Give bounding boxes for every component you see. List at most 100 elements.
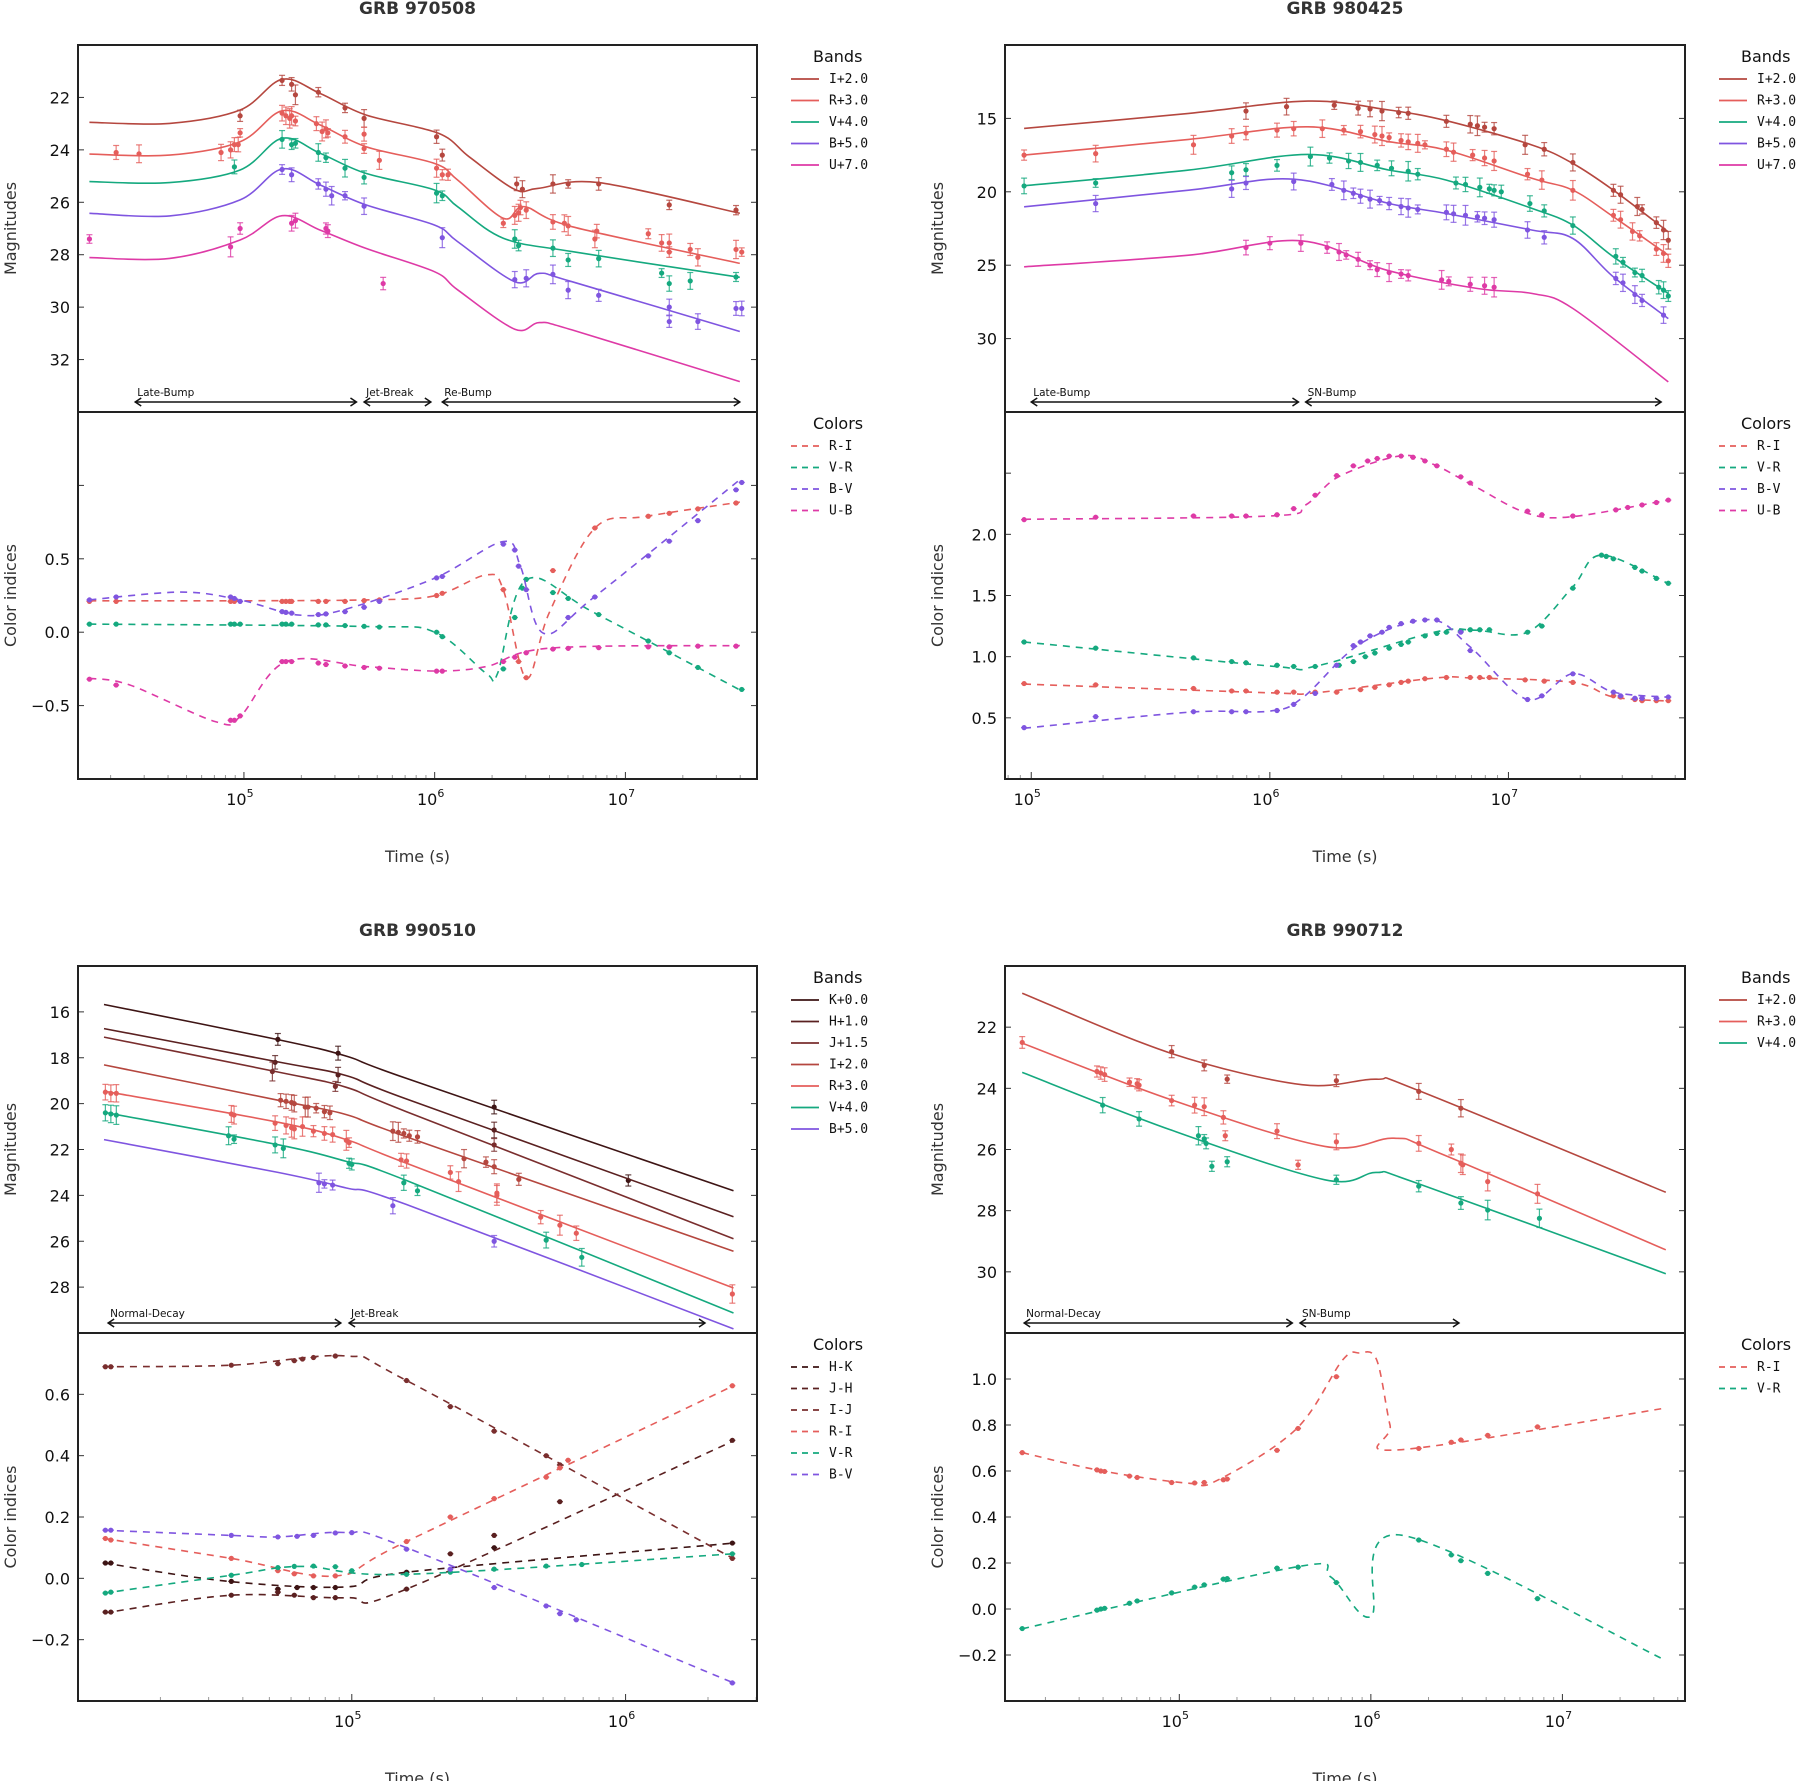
data-point	[565, 1457, 571, 1463]
data-point	[1443, 674, 1450, 681]
data-point	[1570, 513, 1576, 519]
data-point	[1405, 205, 1411, 211]
data-point	[1136, 1082, 1142, 1088]
data-point	[361, 623, 367, 629]
data-point	[1367, 633, 1373, 639]
data-point	[323, 622, 329, 628]
axes-frame-bottom	[77, 1332, 758, 1702]
data-point	[289, 220, 295, 226]
data-point	[299, 1356, 306, 1362]
data-point	[1536, 1215, 1543, 1221]
y-tick-label: 0.0	[45, 1569, 70, 1588]
data-point	[1274, 689, 1280, 695]
data-point	[1416, 1140, 1422, 1146]
data-point	[1312, 690, 1318, 696]
y-tick-label: 22	[50, 1141, 70, 1160]
data-point	[315, 181, 321, 187]
data-point	[1134, 1598, 1140, 1604]
data-point	[310, 1573, 317, 1579]
data-point	[1448, 1146, 1454, 1153]
data-point	[1491, 284, 1497, 290]
data-point	[1350, 643, 1356, 649]
legend-label: I+2.0	[1757, 993, 1796, 1008]
data-point	[1491, 217, 1497, 223]
data-point	[292, 92, 299, 98]
data-point	[313, 1105, 319, 1111]
data-point	[361, 174, 367, 180]
y-tick-label: 32	[50, 351, 70, 370]
phase-label: Re-Bump	[444, 387, 492, 399]
data-point	[280, 1145, 286, 1151]
data-point	[666, 510, 672, 516]
y-axis-label: Magnitudes	[928, 182, 947, 275]
series-line-v-r	[1022, 1534, 1667, 1662]
series-line-i-2-0	[1024, 100, 1669, 233]
data-point	[1222, 1133, 1228, 1139]
data-point	[1329, 181, 1335, 188]
data-point	[596, 181, 602, 187]
legend-label: V+4.0	[1757, 1036, 1796, 1051]
y-tick-label: −0.5	[31, 697, 70, 716]
data-point	[523, 650, 529, 656]
data-point	[1336, 249, 1342, 255]
legend-label: V-R	[829, 461, 853, 476]
data-point	[433, 134, 440, 140]
data-point	[1610, 689, 1617, 695]
data-point	[565, 181, 571, 187]
data-point	[310, 1354, 317, 1361]
data-point	[1448, 1552, 1454, 1558]
data-point	[335, 1050, 341, 1056]
data-point	[1467, 480, 1473, 486]
data-point	[596, 292, 602, 298]
data-point	[1446, 278, 1452, 284]
data-point	[1405, 272, 1411, 279]
data-point	[1448, 1439, 1454, 1445]
data-point	[550, 646, 556, 652]
series-line-u-b	[1024, 454, 1669, 521]
data-point	[395, 1129, 401, 1135]
legend-label: R+3.0	[829, 94, 868, 109]
data-point	[1539, 512, 1545, 518]
data-point	[1610, 212, 1617, 218]
data-point	[1201, 1582, 1207, 1588]
data-point	[1534, 1424, 1541, 1430]
series-line-i-j	[103, 1354, 734, 1560]
data-point	[225, 1133, 232, 1139]
legend-label: I+2.0	[829, 72, 868, 87]
data-point	[1350, 190, 1356, 196]
data-point	[433, 165, 440, 171]
data-point	[565, 257, 571, 263]
data-point	[1541, 678, 1547, 684]
data-point	[1462, 212, 1469, 218]
data-point	[1522, 677, 1528, 683]
data-point	[279, 110, 285, 116]
data-point	[1524, 171, 1531, 177]
y-tick-label: 22	[50, 88, 70, 107]
data-point	[1458, 1558, 1464, 1564]
data-point	[500, 541, 506, 547]
data-point	[1201, 1062, 1207, 1068]
series-line-i-2-0	[103, 1064, 734, 1253]
data-point	[1126, 1473, 1133, 1479]
x-tick-label: 107	[608, 787, 635, 809]
data-point	[1450, 149, 1457, 155]
data-point	[666, 304, 672, 310]
data-point	[102, 1609, 108, 1615]
axes-frame-bottom	[1004, 411, 1686, 780]
data-point	[1632, 269, 1638, 276]
data-point	[237, 621, 243, 627]
data-point	[1570, 222, 1576, 229]
data-point	[1229, 133, 1235, 139]
data-point	[1485, 1432, 1491, 1438]
data-point	[1610, 693, 1617, 699]
data-point	[283, 621, 289, 627]
data-point	[1324, 244, 1330, 251]
data-point	[1660, 250, 1667, 257]
data-point	[739, 305, 745, 312]
y-tick-label: 28	[977, 1202, 997, 1221]
data-point	[1462, 181, 1469, 188]
data-point	[1274, 1447, 1280, 1453]
x-tick-exponent: 6	[1273, 787, 1280, 800]
data-point	[565, 223, 571, 229]
data-point	[733, 305, 739, 312]
